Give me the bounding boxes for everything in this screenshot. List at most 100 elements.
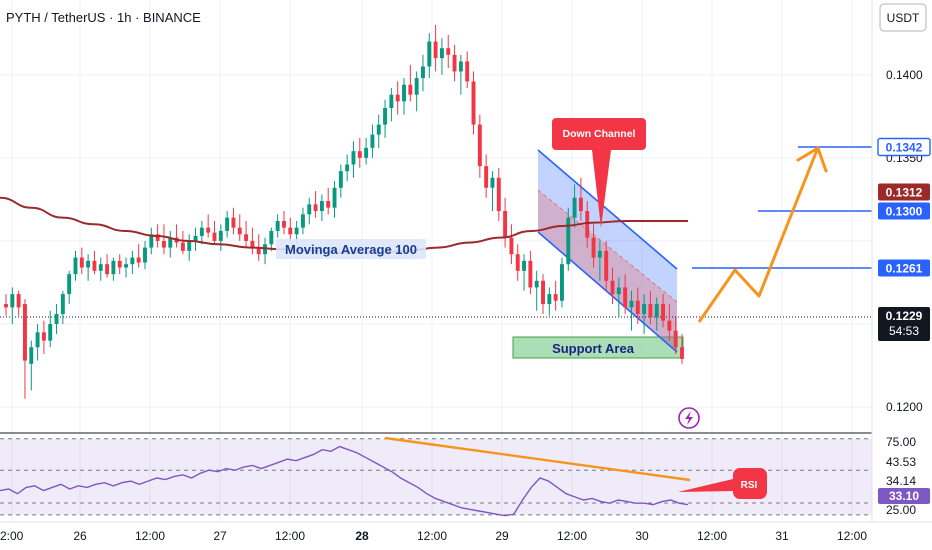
candle-55[interactable] (351, 141, 356, 178)
candle-107[interactable] (680, 333, 684, 364)
candle-21[interactable] (136, 244, 141, 268)
candle-34[interactable] (218, 224, 223, 251)
candle-4[interactable] (29, 340, 34, 391)
candle-9[interactable] (60, 290, 65, 324)
candle-7[interactable] (48, 310, 53, 348)
candle-31[interactable] (199, 220, 204, 245)
candle-48[interactable] (307, 197, 312, 225)
candle-73[interactable] (465, 51, 470, 89)
down-channel-upper-line[interactable] (537, 149, 678, 270)
candle-60[interactable] (383, 99, 388, 138)
candle-28[interactable] (180, 230, 185, 255)
candle-65[interactable] (414, 71, 419, 112)
candle-103[interactable] (654, 297, 659, 331)
candle-19[interactable] (124, 257, 128, 278)
candle-70[interactable] (446, 34, 451, 69)
candle-30[interactable] (193, 227, 198, 251)
candle-50[interactable] (319, 194, 324, 221)
candle-77[interactable] (490, 171, 495, 212)
candle-82[interactable] (522, 254, 527, 291)
candle-79[interactable] (503, 197, 508, 248)
candle-23[interactable] (149, 227, 154, 255)
candle-100[interactable] (635, 287, 640, 324)
candle-71[interactable] (452, 44, 457, 82)
candle-96[interactable] (610, 267, 615, 305)
candle-45[interactable] (288, 217, 293, 241)
candle-51[interactable] (326, 187, 331, 215)
candle-56[interactable] (357, 137, 362, 168)
candle-38[interactable] (244, 220, 249, 248)
candle-99[interactable] (629, 290, 634, 331)
candle-14[interactable] (92, 250, 97, 275)
candle-85[interactable] (541, 274, 545, 315)
candle-49[interactable] (313, 191, 318, 218)
candle-12[interactable] (79, 247, 84, 275)
candle-98[interactable] (623, 274, 628, 315)
candle-80[interactable] (509, 224, 514, 265)
candle-97[interactable] (616, 277, 621, 318)
candle-64[interactable] (408, 64, 413, 102)
currency-badge[interactable] (879, 3, 927, 32)
candle-18[interactable] (117, 254, 122, 275)
candle-101[interactable] (642, 294, 647, 334)
candle-36[interactable] (231, 207, 236, 235)
candle-92[interactable] (585, 201, 590, 248)
candle-26[interactable] (168, 230, 173, 258)
candle-0[interactable] (4, 294, 8, 316)
candle-104[interactable] (661, 294, 666, 328)
rsi-line[interactable] (0, 445, 689, 517)
candle-89[interactable] (566, 207, 571, 271)
candle-69[interactable] (439, 38, 444, 75)
candle-86[interactable] (547, 287, 552, 316)
down-channel-callout[interactable] (552, 118, 646, 228)
candle-54[interactable] (345, 154, 350, 182)
candle-5[interactable] (35, 324, 40, 361)
candle-61[interactable] (389, 88, 394, 122)
candle-68[interactable] (433, 24, 438, 72)
candle-66[interactable] (421, 54, 425, 92)
time-axis[interactable]: 2:00 26 12:00 27 12:00 28 12:00 29 12:00 30 12:00 3… (0, 521, 932, 543)
price-badge-target[interactable]: 0.1342 (877, 137, 931, 157)
candle-52[interactable] (332, 181, 337, 218)
rsi-divergence-line[interactable] (384, 436, 691, 482)
price-badge-level-1300[interactable]: 0.1300 (878, 202, 930, 220)
projection-path[interactable] (697, 149, 819, 323)
candle-25[interactable] (161, 224, 166, 255)
candle-47[interactable] (300, 207, 305, 235)
candle-32[interactable] (206, 214, 211, 238)
candle-57[interactable] (364, 137, 369, 165)
down-channel-lower-line[interactable] (537, 231, 678, 353)
candle-53[interactable] (338, 164, 343, 198)
candle-78[interactable] (496, 167, 501, 221)
candle-81[interactable] (515, 244, 520, 281)
price-badge-ma[interactable]: 0.1312 (878, 183, 930, 201)
candle-1[interactable] (10, 287, 15, 324)
candle-35[interactable] (225, 211, 230, 238)
candle-94[interactable] (597, 240, 602, 281)
candle-16[interactable] (105, 254, 110, 278)
candle-63[interactable] (402, 78, 406, 115)
candle-29[interactable] (187, 234, 192, 261)
rsi-callout[interactable] (678, 468, 767, 499)
candle-84[interactable] (534, 270, 539, 311)
candle-22[interactable] (143, 240, 147, 270)
candle-15[interactable] (98, 257, 103, 281)
candle-58[interactable] (370, 124, 375, 158)
candle-17[interactable] (111, 257, 116, 281)
candle-106[interactable] (673, 317, 678, 354)
candle-20[interactable] (130, 250, 135, 275)
candle-10[interactable] (67, 270, 72, 305)
candle-33[interactable] (212, 220, 217, 245)
candle-95[interactable] (604, 240, 609, 291)
candle-72[interactable] (458, 54, 463, 95)
price-badge-level-1261[interactable]: 0.1261 (878, 259, 930, 277)
candle-67[interactable] (427, 33, 432, 79)
candle-88[interactable] (560, 257, 564, 308)
candle-102[interactable] (648, 290, 653, 324)
candle-59[interactable] (376, 114, 381, 148)
candle-76[interactable] (484, 154, 489, 198)
candle-42[interactable] (269, 227, 274, 251)
